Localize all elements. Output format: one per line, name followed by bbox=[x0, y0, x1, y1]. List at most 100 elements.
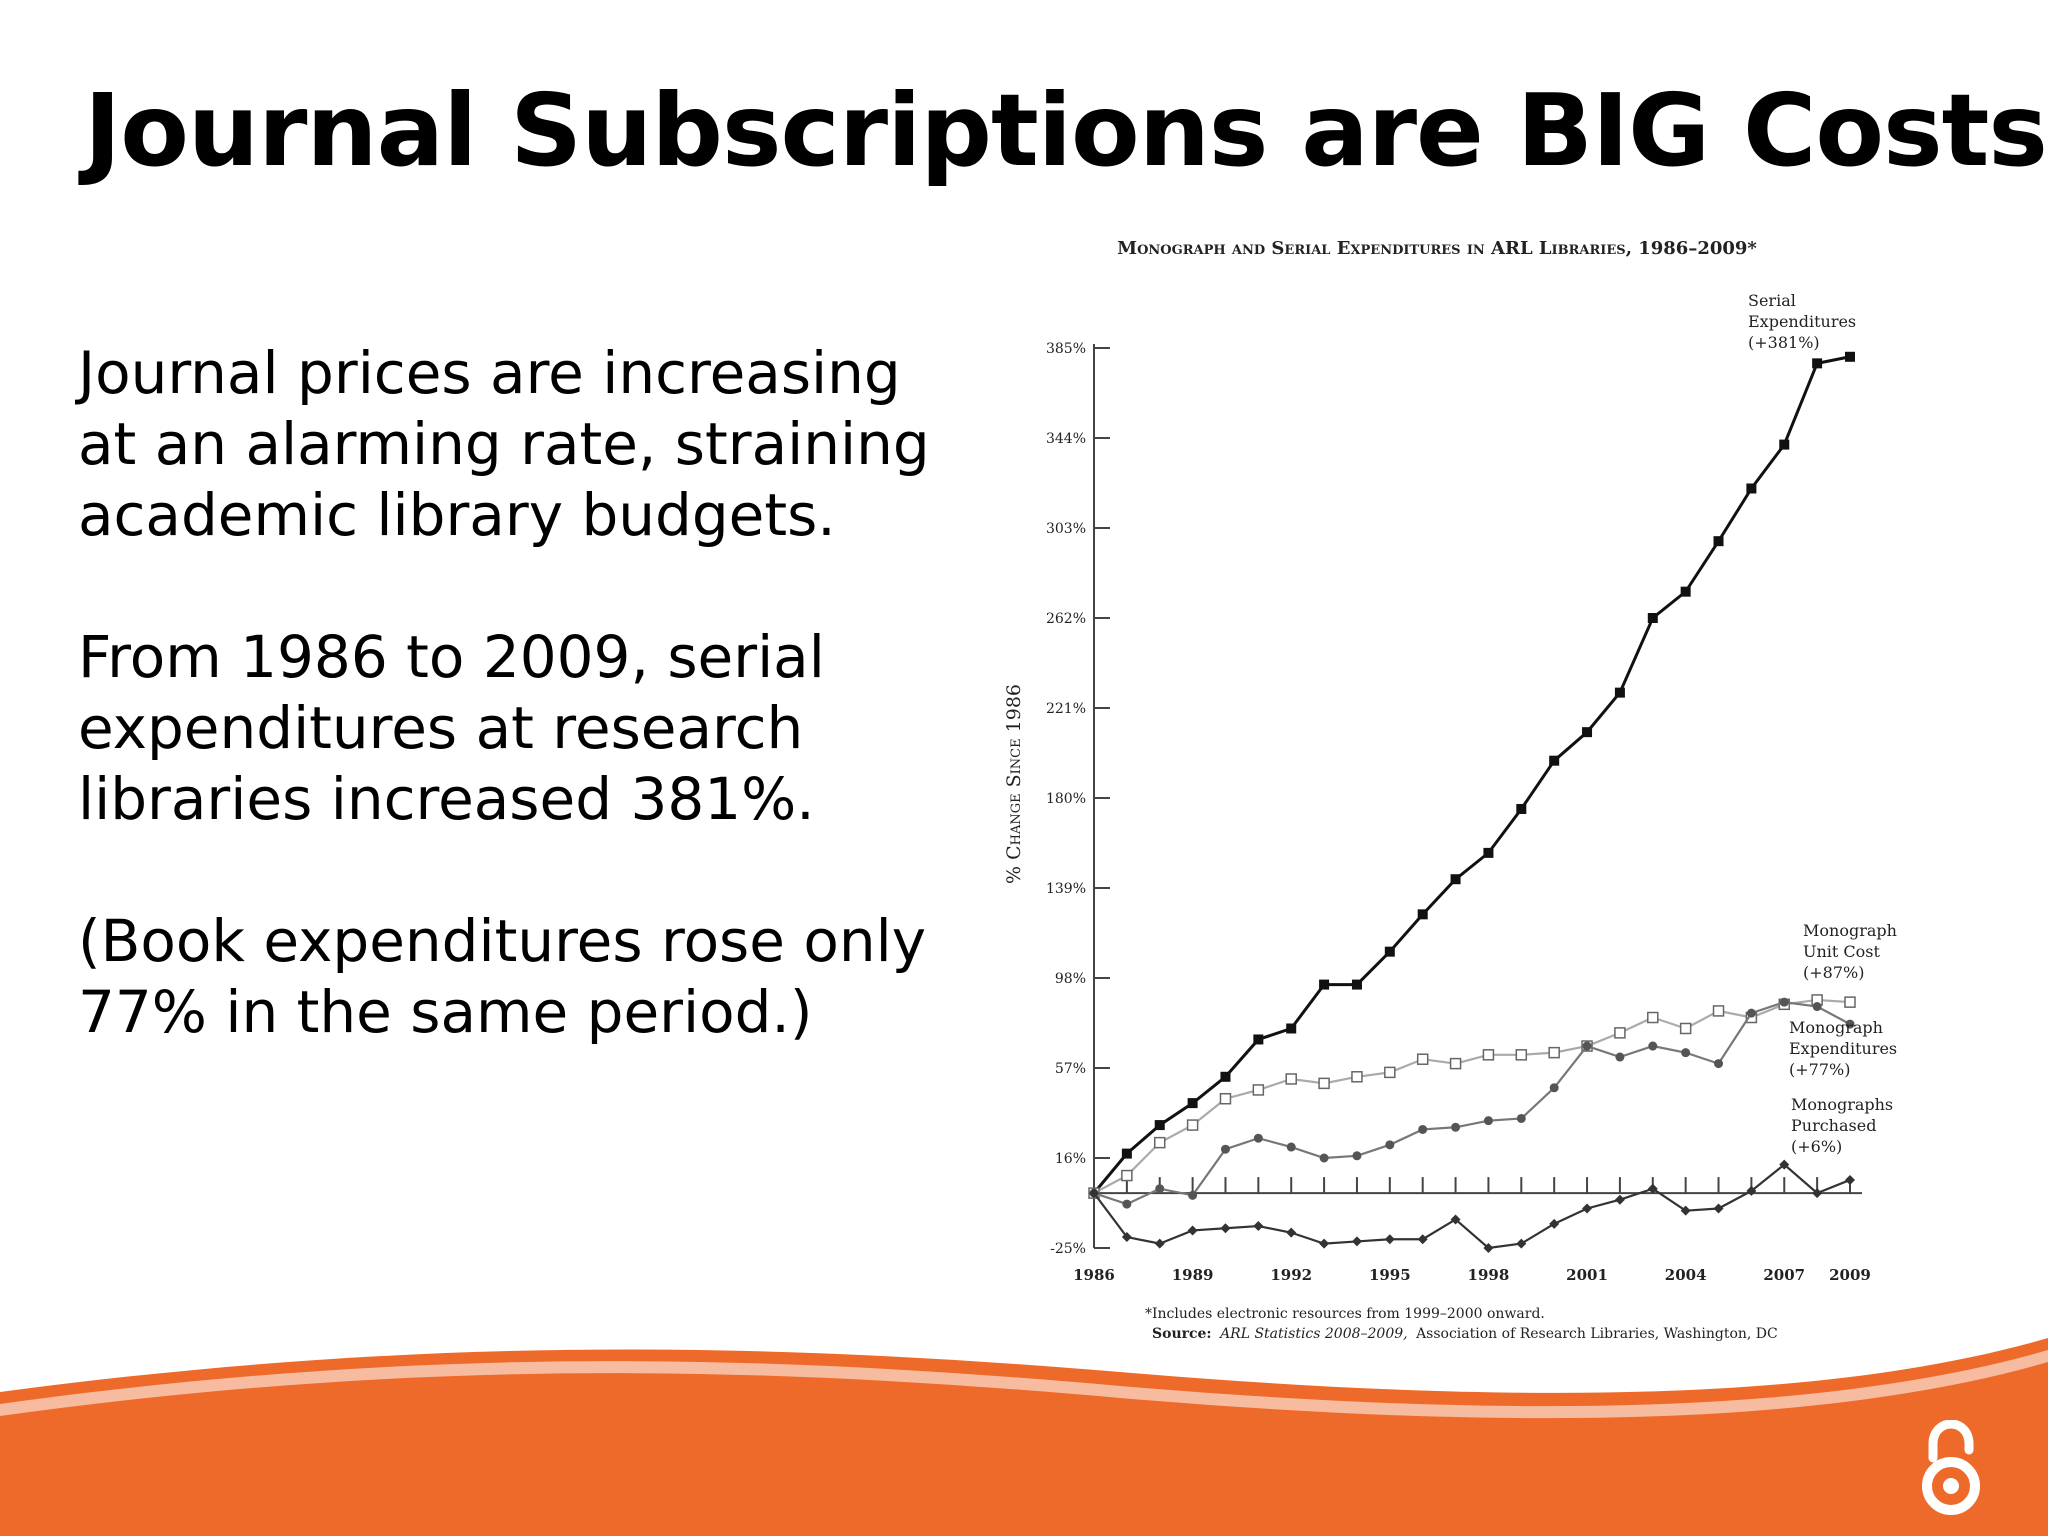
data-point bbox=[1548, 1046, 1560, 1059]
data-point bbox=[1385, 1140, 1395, 1150]
data-point bbox=[1285, 1073, 1297, 1085]
data-point bbox=[1384, 1234, 1395, 1245]
data-point bbox=[1122, 1199, 1132, 1209]
data-point bbox=[1417, 1234, 1428, 1245]
y-tick-label: 344% bbox=[1046, 431, 1086, 447]
x-tick-label: 1989 bbox=[1172, 1266, 1214, 1284]
slide-body-text: Journal prices are increasing at an alar… bbox=[78, 338, 958, 1119]
series-label-line: Monograph bbox=[1803, 921, 1897, 940]
series-label-line: (+77%) bbox=[1789, 1060, 1850, 1079]
data-point bbox=[1713, 536, 1724, 547]
data-point bbox=[1812, 358, 1823, 369]
series-filled-diamond bbox=[1089, 1159, 1855, 1253]
data-point bbox=[1647, 613, 1658, 623]
data-point bbox=[1647, 1011, 1659, 1024]
series-label-line: (+381%) bbox=[1748, 333, 1820, 352]
data-point bbox=[1187, 1098, 1198, 1109]
data-point bbox=[1286, 1142, 1296, 1152]
data-point bbox=[1253, 1221, 1264, 1232]
data-point bbox=[1648, 1041, 1658, 1051]
series-label-line: Monographs bbox=[1791, 1095, 1893, 1114]
data-point bbox=[1647, 1183, 1658, 1194]
x-tick-label: 1986 bbox=[1073, 1266, 1115, 1284]
data-point bbox=[1483, 847, 1494, 858]
body-paragraph-3: (Book expenditures rose only 77% in the … bbox=[78, 907, 927, 1046]
series-label-line: Serial bbox=[1748, 291, 1796, 310]
data-point bbox=[1351, 1236, 1362, 1247]
data-point bbox=[1351, 979, 1362, 990]
data-point bbox=[1154, 1238, 1165, 1249]
data-point bbox=[1220, 1071, 1231, 1082]
data-point bbox=[1220, 1144, 1230, 1154]
wave-highlight-shape bbox=[0, 1350, 2048, 1419]
x-tick-label: 2009 bbox=[1829, 1266, 1871, 1284]
y-tick-label: -25% bbox=[1050, 1241, 1086, 1257]
data-point bbox=[1679, 1022, 1692, 1035]
data-point bbox=[1516, 1238, 1527, 1249]
page-title: Journal Subscriptions are BIG Costs bbox=[84, 72, 2048, 189]
data-point bbox=[1351, 1071, 1363, 1083]
y-tick-label: 16% bbox=[1055, 1151, 1086, 1167]
data-point bbox=[1384, 1066, 1396, 1079]
expenditures-line-chart: Monograph and Serial Expenditures in ARL… bbox=[1003, 238, 1897, 1342]
data-point bbox=[1746, 483, 1757, 494]
series-label-line: Expenditures bbox=[1748, 312, 1856, 331]
data-point bbox=[1319, 1153, 1329, 1163]
series-open-square bbox=[1088, 994, 1856, 1199]
data-point bbox=[1416, 1053, 1429, 1065]
data-point bbox=[1449, 1057, 1462, 1070]
x-tick-label: 1995 bbox=[1369, 1266, 1411, 1284]
data-point bbox=[1549, 1218, 1560, 1229]
chart-footnote: *Includes electronic resources from 1999… bbox=[1145, 1306, 1545, 1322]
y-tick-label: 180% bbox=[1046, 791, 1086, 807]
data-point bbox=[1582, 1041, 1592, 1051]
series-label-line: Monograph bbox=[1789, 1018, 1883, 1037]
data-point bbox=[1219, 1092, 1232, 1105]
data-point bbox=[1746, 1008, 1756, 1018]
y-tick-label: 303% bbox=[1046, 521, 1086, 537]
y-tick-label: 221% bbox=[1046, 701, 1086, 717]
data-point bbox=[1154, 1120, 1165, 1131]
data-point bbox=[1812, 1002, 1822, 1012]
data-point bbox=[1845, 1174, 1855, 1185]
data-point bbox=[1483, 1116, 1493, 1126]
data-point bbox=[1121, 1232, 1132, 1243]
chart-series-labels: Serial Expenditures (+381%) Monograph Unit C… bbox=[1748, 291, 1897, 1156]
series-filled-square bbox=[1089, 351, 1855, 1199]
y-tick-label: 139% bbox=[1046, 881, 1086, 897]
series-line bbox=[1092, 355, 1851, 1195]
x-tick-label: 1992 bbox=[1270, 1266, 1312, 1284]
chart-source-label: Source: bbox=[1152, 1326, 1212, 1342]
data-point bbox=[1286, 1023, 1297, 1034]
data-point bbox=[1186, 1119, 1199, 1131]
series-line bbox=[1093, 1001, 1851, 1206]
data-point bbox=[1812, 1188, 1823, 1199]
data-point bbox=[1450, 874, 1461, 885]
series-label-line: Unit Cost bbox=[1803, 942, 1881, 961]
data-point bbox=[1746, 1185, 1757, 1196]
series-label-line: (+87%) bbox=[1803, 963, 1864, 982]
data-point bbox=[1482, 1049, 1495, 1061]
data-point bbox=[1121, 1169, 1133, 1182]
data-point bbox=[1549, 1083, 1559, 1093]
data-point bbox=[1779, 1159, 1790, 1170]
body-paragraph-1: Journal prices are increasing at an alar… bbox=[78, 339, 930, 549]
data-point bbox=[1252, 1084, 1265, 1096]
chart-source: Source: ARL Statistics 2008–2009, Associ… bbox=[1152, 1326, 1778, 1342]
data-point bbox=[1680, 586, 1691, 597]
data-point bbox=[1153, 1136, 1166, 1149]
data-point bbox=[1516, 1113, 1526, 1123]
orange-wave-footer bbox=[0, 1338, 2048, 1536]
data-point bbox=[1188, 1190, 1198, 1200]
chart-axes: -25% 16% 57% 98% 139% 180% 221% 262% 303% 344% 385… bbox=[1046, 341, 1871, 1284]
series-filled-circle bbox=[1089, 997, 1855, 1209]
chart-source-citation: ARL Statistics 2008–2009, bbox=[1218, 1326, 1408, 1342]
data-point bbox=[1615, 1052, 1625, 1062]
chart-series-group bbox=[1088, 351, 1856, 1253]
data-point bbox=[1318, 1077, 1330, 1090]
data-point bbox=[1516, 803, 1527, 814]
data-point bbox=[1712, 1005, 1725, 1017]
data-point bbox=[1681, 1048, 1691, 1058]
chart-title: Monograph and Serial Expenditures in ARL… bbox=[1117, 238, 1757, 259]
x-tick-label: 1998 bbox=[1468, 1266, 1510, 1284]
